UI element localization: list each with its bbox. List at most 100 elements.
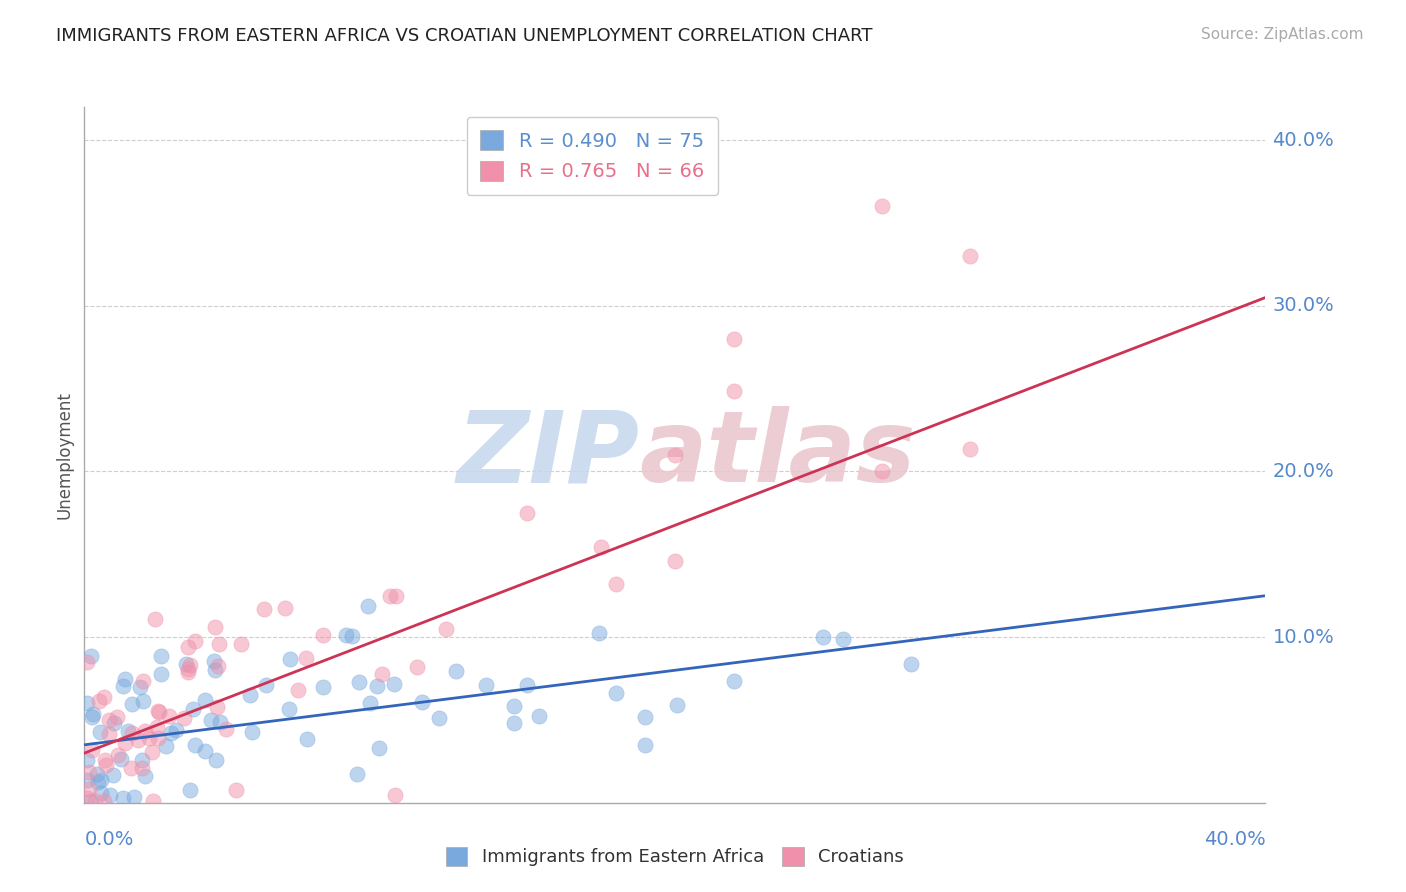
Point (82, 706, 104, 721)
Text: 30.0%: 30.0% (1272, 296, 1334, 316)
Point (346, 767, 368, 781)
Point (204, 753, 226, 767)
Point (121, 698, 143, 712)
Point (242, 724, 264, 739)
Point (278, 652, 301, 666)
Point (177, 640, 200, 655)
Y-axis label: Unemployment: Unemployment (55, 391, 73, 519)
Point (208, 637, 231, 651)
Point (474, 678, 496, 692)
Point (134, 769, 156, 783)
Point (831, 632, 853, 646)
Point (165, 723, 187, 737)
Point (97, 713, 120, 727)
Text: 0.0%: 0.0% (84, 830, 134, 848)
Point (107, 747, 129, 762)
Point (516, 506, 538, 520)
Point (157, 708, 180, 723)
Point (86, 766, 108, 780)
Point (132, 674, 155, 689)
Point (444, 665, 467, 679)
Point (87, 775, 110, 789)
Point (89, 725, 111, 739)
Point (150, 666, 173, 681)
Point (194, 743, 217, 757)
Point (181, 702, 204, 716)
Point (959, 442, 981, 456)
Point (204, 664, 226, 678)
Point (79, 794, 101, 808)
Point (143, 612, 166, 626)
Point (312, 680, 335, 694)
Point (295, 651, 318, 665)
Point (176, 662, 198, 676)
Point (76, 655, 98, 669)
Point (141, 745, 163, 759)
Point (179, 657, 201, 672)
Point (664, 554, 686, 568)
Point (138, 731, 160, 746)
Point (634, 709, 657, 723)
Point (82, 709, 104, 723)
Point (723, 674, 745, 689)
Point (129, 680, 152, 694)
Point (155, 739, 177, 754)
Point (112, 790, 135, 805)
Point (194, 693, 217, 707)
Point (870, 199, 893, 213)
Point (94, 758, 117, 772)
Point (148, 705, 170, 719)
Point (90, 786, 112, 800)
Point (588, 625, 610, 640)
Point (148, 731, 170, 745)
Text: Source: ZipAtlas.com: Source: ZipAtlas.com (1201, 27, 1364, 42)
Point (76, 697, 98, 711)
Point (159, 726, 181, 740)
Point (253, 602, 276, 616)
Point (605, 686, 627, 700)
Point (98, 788, 121, 802)
Text: 40.0%: 40.0% (1204, 830, 1265, 848)
Point (90, 773, 112, 788)
Point (378, 589, 401, 603)
Point (405, 660, 427, 674)
Point (335, 628, 357, 642)
Text: 20.0%: 20.0% (1272, 462, 1334, 481)
Point (411, 695, 433, 709)
Point (359, 696, 381, 710)
Point (312, 628, 335, 642)
Point (131, 761, 153, 775)
Point (665, 698, 688, 712)
Point (225, 783, 247, 797)
Point (114, 672, 136, 686)
Point (83, 794, 105, 808)
Point (723, 384, 745, 399)
Point (76, 790, 98, 805)
Point (127, 732, 149, 747)
Text: 40.0%: 40.0% (1272, 130, 1334, 150)
Point (179, 782, 201, 797)
Point (502, 699, 524, 714)
Point (634, 739, 657, 753)
Point (254, 677, 277, 691)
Point (142, 794, 165, 808)
Point (114, 736, 136, 750)
Point (87, 693, 110, 707)
Point (121, 726, 143, 740)
Point (870, 464, 893, 478)
Point (200, 713, 222, 727)
Point (239, 688, 262, 702)
Point (131, 753, 153, 767)
Point (434, 622, 457, 636)
Point (357, 599, 380, 613)
Point (110, 752, 132, 766)
Point (427, 710, 450, 724)
Point (204, 620, 226, 634)
Point (176, 657, 198, 671)
Point (205, 700, 228, 714)
Point (132, 693, 155, 707)
Point (900, 657, 922, 672)
Point (103, 715, 125, 730)
Point (93, 794, 115, 808)
Point (207, 659, 229, 673)
